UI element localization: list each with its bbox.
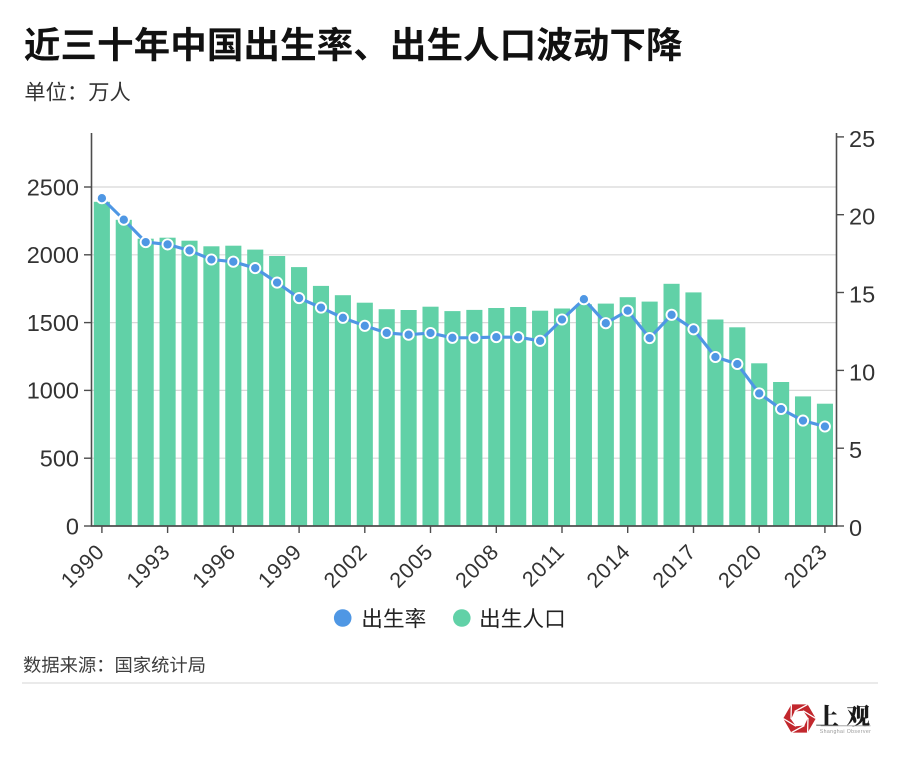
svg-text:2002: 2002 <box>319 540 372 593</box>
svg-text:2005: 2005 <box>385 540 438 593</box>
svg-text:0: 0 <box>66 513 79 539</box>
svg-text:25: 25 <box>849 126 875 152</box>
svg-text:1000: 1000 <box>27 378 79 404</box>
svg-text:2500: 2500 <box>27 174 79 200</box>
svg-text:1500: 1500 <box>27 310 79 336</box>
svg-text:1993: 1993 <box>122 540 175 593</box>
svg-text:500: 500 <box>40 446 79 472</box>
svg-text:2023: 2023 <box>779 540 832 593</box>
svg-text:Shanghai Observer: Shanghai Observer <box>820 729 872 735</box>
svg-text:2014: 2014 <box>582 540 635 593</box>
svg-text:2011: 2011 <box>518 540 570 592</box>
svg-text:2020: 2020 <box>714 540 767 593</box>
svg-text:20: 20 <box>849 204 875 230</box>
svg-text:2008: 2008 <box>451 540 504 593</box>
svg-text:1996: 1996 <box>188 540 241 593</box>
svg-text:1999: 1999 <box>253 540 306 593</box>
svg-text:10: 10 <box>849 359 875 385</box>
svg-text:0: 0 <box>849 515 862 541</box>
svg-text:1990: 1990 <box>56 540 109 593</box>
svg-text:5: 5 <box>849 437 862 463</box>
svg-text:2000: 2000 <box>27 242 79 268</box>
svg-text:15: 15 <box>849 282 875 308</box>
svg-text:2017: 2017 <box>648 540 701 593</box>
